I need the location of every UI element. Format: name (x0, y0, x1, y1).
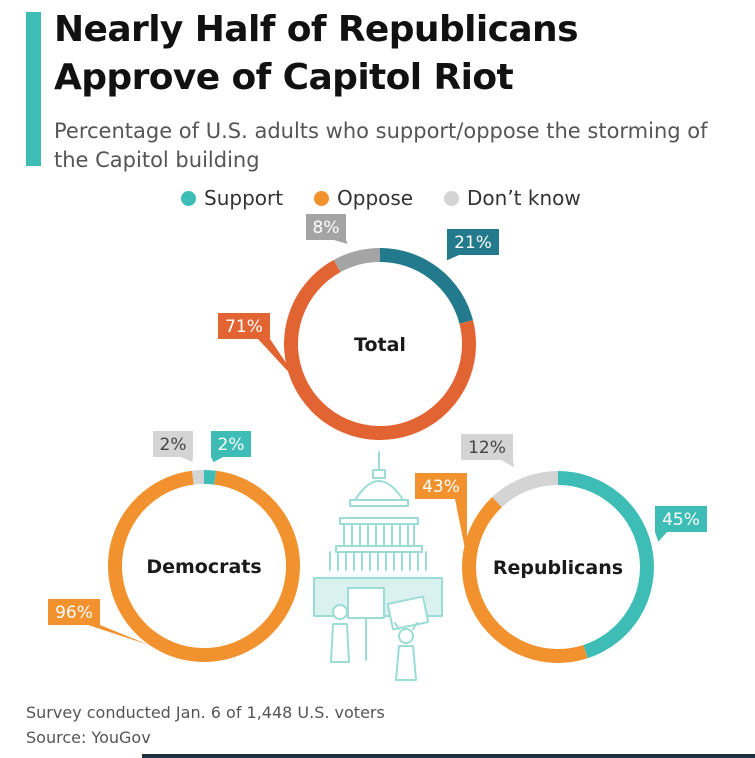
democrats-oppose-label: 96% (48, 599, 149, 645)
republicans-oppose-segment (462, 497, 588, 663)
total-oppose-label: 71% (218, 313, 303, 387)
total-center-title: Total (354, 334, 406, 356)
svg-text:43%: 43% (422, 477, 460, 497)
republicans-support-label: 45% (655, 506, 707, 542)
svg-text:71%: 71% (225, 317, 263, 337)
legend-item-oppose: Oppose (314, 186, 413, 210)
republicans-don-t-know-segment (492, 471, 559, 508)
title-accent-bar (26, 12, 41, 166)
donut-group: 21% 71% 8% Total 2% 96% 2% Democrats 45% 43% 12% Re… (48, 214, 707, 663)
svg-text:8%: 8% (313, 218, 340, 238)
chart-title: Nearly Half of Republicans Approve of Ca… (54, 9, 578, 98)
total-support-label: 21% (446, 229, 499, 261)
democrats-oppose-segment (108, 470, 300, 662)
total-don-t-know-label: 8% (306, 214, 348, 245)
democrats-support-label: 2% (211, 431, 251, 463)
republicans-support-segment (557, 471, 654, 659)
republicans-oppose-label: 43% (415, 473, 467, 559)
democrats-center-title: Democrats (146, 556, 261, 578)
legend: Support Oppose Don’t know (0, 186, 755, 210)
legend-item-support: Support (181, 186, 283, 210)
svg-text:21%: 21% (454, 233, 492, 253)
svg-text:2%: 2% (160, 435, 187, 455)
total-support-segment (379, 248, 473, 324)
democrats-don-t-know-segment (191, 469, 205, 485)
footer-source: Source: YouGov (26, 728, 151, 747)
republicans-don-t-know-label: 12% (461, 434, 515, 468)
total-oppose-segment (284, 259, 476, 440)
legend-oppose-swatch (314, 191, 329, 206)
legend-dont-know-label: Don’t know (467, 186, 581, 210)
capitol-protest-illustration (313, 451, 443, 681)
republicans-center-title: Republicans (493, 557, 623, 579)
svg-text:45%: 45% (662, 510, 700, 530)
svg-text:96%: 96% (55, 603, 93, 623)
chart-subtitle: Percentage of U.S. adults who support/op… (54, 119, 708, 172)
legend-support-swatch (181, 191, 196, 206)
democrats-support-segment (203, 469, 217, 485)
legend-support-label: Support (204, 186, 284, 210)
svg-text:2%: 2% (218, 435, 245, 455)
legend-item-dont-know: Don’t know (444, 186, 581, 210)
footer-note: Survey conducted Jan. 6 of 1,448 U.S. vo… (26, 703, 385, 722)
legend-dont-know-swatch (444, 191, 459, 206)
total-don-t-know-segment (333, 248, 381, 273)
bottom-rule (142, 754, 755, 758)
democrats-don-t-know-label: 2% (153, 431, 193, 463)
legend-oppose-label: Oppose (337, 186, 414, 210)
svg-text:12%: 12% (468, 438, 506, 458)
